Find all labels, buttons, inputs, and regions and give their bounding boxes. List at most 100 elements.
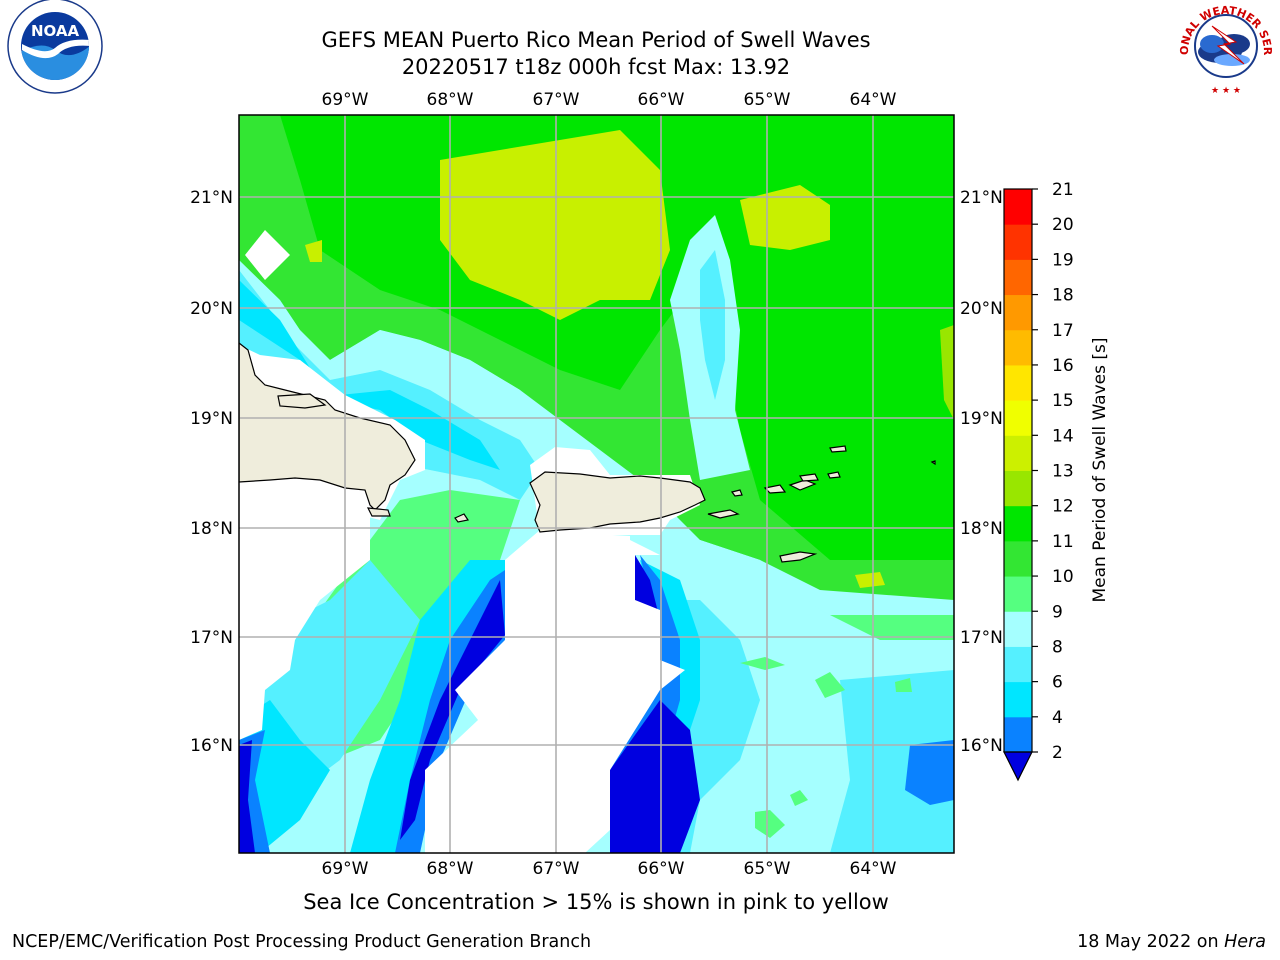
colorbar-segment [1004,540,1032,577]
map-frame [238,114,955,854]
colorbar-tick-label: 20 [1052,215,1074,235]
lat-labels-left: 21°N 20°N 19°N 18°N 17°N 16°N [190,188,233,756]
contour-cyan-southeast [830,670,954,853]
lat-label-left: 21°N [190,188,233,208]
lat-labels-right: 21°N 20°N 19°N 18°N 17°N 16°N [960,188,1003,756]
colorbar-tick-label: 18 [1052,286,1074,306]
colorbar-segment [1004,189,1032,225]
colorbar-segment [1004,294,1032,331]
contour-yellow-green-south [855,572,885,588]
colorbar-tick-label: 6 [1052,673,1063,693]
colorbar-tick-label: 12 [1052,497,1074,517]
footer-date-text: 18 May 2022 on [1077,932,1225,952]
contour-green-spot-4 [815,672,845,698]
land-tortuga [277,393,327,409]
sea-ice-note: Sea Ice Concentration > 15% is shown in … [303,890,889,914]
lat-label-right: 16°N [960,736,1003,756]
colorbar-segment [1004,505,1032,542]
lon-label-top: 69°W [322,90,369,110]
colorbar-segment [1004,224,1032,260]
contour-green-spot-2 [790,790,808,806]
lon-label-bottom: 67°W [533,859,580,879]
colorbar-segment [1004,470,1032,507]
lat-label-left: 19°N [190,409,233,429]
mask-mona-passage [425,530,685,853]
colorbar-segment [1004,329,1032,366]
chart-subtitle: 20220517 t18z 000h fcst Max: 13.92 [401,55,791,79]
contour-green-spot-5 [895,678,912,692]
colorbar-tick-label: 15 [1052,391,1074,411]
land-vieques [707,509,740,519]
lon-label-top: 66°W [638,90,685,110]
lat-label-left: 17°N [190,628,233,648]
land-st-thomas [763,484,787,494]
contour-blue-southeast [905,740,954,805]
colorbar-segment [1004,435,1032,471]
gridlines [239,115,954,853]
land-st-john [788,479,817,491]
colorbar: 2 4 6 8 9 10 11 12 13 14 15 16 17 18 19 20 21 [1003,180,1074,782]
contour-cyan-west-3 [239,280,500,470]
contour-green-light-east [940,325,954,420]
colorbar-tick-label: 13 [1052,462,1074,482]
mask-hispaniola-south [239,480,370,740]
lon-labels-top: 69°W 68°W 67°W 66°W 65°W 64°W [322,90,897,110]
lat-label-left: 20°N [190,299,233,319]
land-hispaniola [239,342,416,511]
colorbar-tick-label: 14 [1052,426,1074,446]
lat-label-right: 21°N [960,188,1003,208]
colorbar-tick-label: 9 [1052,602,1063,622]
lon-labels-bottom: 69°W 68°W 67°W 66°W 65°W 64°W [322,859,897,879]
land-sombrero [930,460,936,466]
colorbar-segment [1004,259,1032,296]
nws-logo: NATIONAL WEATHER SERVICE ★ ★ ★ [0,0,1274,96]
mask-northwest-patch [245,230,290,280]
lon-label-bottom: 65°W [744,859,791,879]
lon-label-top: 68°W [427,90,474,110]
colorbar-segment [1004,611,1032,647]
chart-title: GEFS MEAN Puerto Rico Mean Period of Swe… [321,28,871,52]
colorbar-tick-label: 8 [1052,637,1063,657]
contour-yellow-green-east [740,185,830,250]
contour-cyan-channel-inner [700,250,725,400]
colorbar-tick-label: 19 [1052,250,1074,270]
colorbar-segment [1004,364,1032,401]
colorbar-tick-label: 21 [1052,180,1074,200]
lat-label-left: 18°N [190,519,233,539]
footer-credit: NCEP/EMC/Verification Post Processing Pr… [12,932,592,952]
lat-label-right: 20°N [960,299,1003,319]
land-culebra [730,489,743,497]
colorbar-segment [1004,576,1032,612]
colorbar-tick-label: 17 [1052,321,1074,341]
contour-yellow-green [440,130,670,320]
contour-yellow-green-small [305,240,322,262]
land-tortola [799,473,819,482]
lon-label-bottom: 66°W [638,859,685,879]
land-st-croix [779,551,818,563]
land-anegada [829,445,847,453]
colorbar-tick-label: 2 [1052,743,1063,763]
lat-label-right: 19°N [960,409,1003,429]
colorbar-tick-label: 16 [1052,356,1074,376]
land-mona-island [454,513,469,523]
contour-deep-southwest [239,740,255,853]
svg-text:NATIONAL WEATHER SERVICE: NATIONAL WEATHER SERVICE [0,0,1274,56]
contour-green-spot-3 [740,657,785,670]
lat-label-right: 17°N [960,628,1003,648]
lon-label-bottom: 64°W [850,859,897,879]
colorbar-segment [1004,400,1032,436]
land-saona [366,507,391,517]
lon-label-top: 64°W [850,90,897,110]
nws-logo-text: NATIONAL WEATHER SERVICE [0,0,1274,56]
colorbar-label: Mean Period of Swell Waves [s] [1090,338,1110,603]
colorbar-tick-label: 4 [1052,708,1063,728]
colorbar-segment [1004,646,1032,683]
lat-label-left: 16°N [190,736,233,756]
footer-date: 18 May 2022 on Hera [1077,932,1266,952]
contour-deep-pr [610,555,700,853]
lon-label-bottom: 69°W [322,859,369,879]
land-virgin-gorda [827,471,841,479]
noaa-logo-text: NOAA [31,22,80,40]
lon-label-top: 67°W [533,90,580,110]
